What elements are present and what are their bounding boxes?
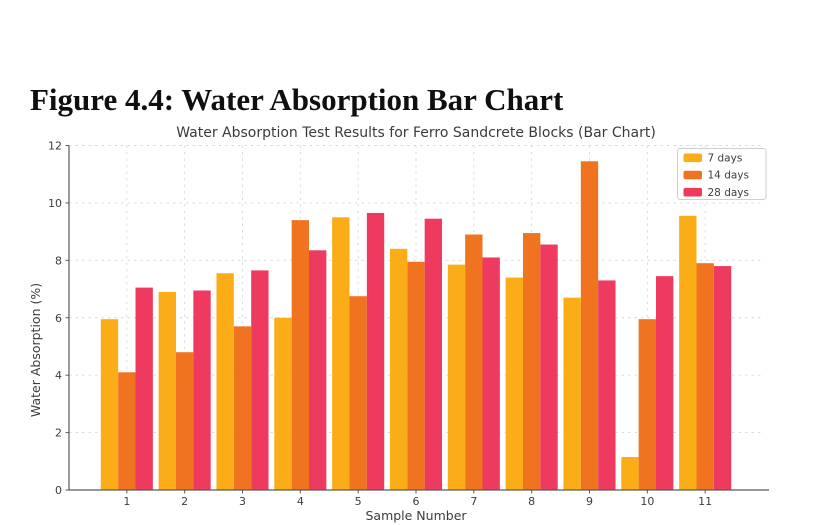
bar-sample-10-7-days: [621, 456, 639, 490]
bar-sample-2-7-days: [158, 291, 176, 490]
bar-sample-11-7-days: [679, 215, 697, 490]
bar-sample-2-28-days: [193, 290, 211, 490]
bar-sample-4-14-days: [291, 220, 310, 490]
legend-label-14-days: 14 days: [708, 170, 749, 182]
bar-sample-4-28-days: [309, 250, 327, 490]
bar-sample-7-28-days: [482, 257, 500, 490]
x-tick-label: 4: [297, 495, 304, 508]
bar-sample-1-28-days: [135, 287, 153, 490]
bar-sample-3-28-days: [251, 270, 269, 490]
legend-swatch-14-days: [683, 170, 702, 180]
bar-sample-2-14-days: [175, 352, 194, 490]
x-axis-label: Sample Number: [365, 508, 467, 523]
y-tick-label: 8: [55, 254, 62, 267]
bar-sample-6-7-days: [389, 248, 408, 490]
chart-title: Water Absorption Test Results for Ferro …: [176, 125, 656, 141]
y-tick-label: 0: [55, 484, 62, 497]
legend-label-7-days: 7 days: [708, 153, 743, 165]
x-tick-label: 6: [413, 495, 420, 508]
bar-sample-10-14-days: [638, 319, 657, 490]
legend-swatch-7-days: [683, 153, 702, 163]
x-tick-label: 2: [181, 495, 188, 508]
figure-caption: Figure 4.4: Water Absorption Bar Chart: [30, 82, 564, 117]
bar-sample-8-7-days: [505, 277, 523, 490]
bar-sample-9-14-days: [580, 161, 599, 490]
bar-sample-11-14-days: [696, 263, 714, 490]
bar-sample-1-14-days: [118, 372, 136, 490]
bar-sample-8-28-days: [540, 244, 558, 490]
bar-sample-9-28-days: [598, 280, 616, 490]
bar-sample-5-14-days: [349, 296, 367, 490]
y-tick-label: 2: [55, 427, 62, 440]
bar-sample-7-14-days: [465, 234, 483, 490]
bar-sample-10-28-days: [656, 276, 674, 490]
x-tick-label: 9: [586, 495, 593, 508]
bar-sample-4-7-days: [274, 317, 292, 490]
x-tick-label: 8: [528, 495, 535, 508]
bar-sample-11-28-days: [713, 266, 732, 490]
bar-sample-7-7-days: [447, 264, 466, 490]
legend: 7 days 14 days 28 days: [677, 148, 767, 200]
x-tick-label: 11: [698, 495, 712, 508]
legend-swatch-28-days: [683, 187, 702, 197]
y-axis-label: Water Absorption (%): [28, 283, 43, 417]
bar-sample-6-14-days: [407, 261, 425, 490]
y-tick-label: 10: [48, 197, 62, 210]
x-tick-label: 10: [640, 495, 654, 508]
bar-sample-1-7-days: [100, 319, 119, 490]
x-tick-label: 3: [239, 495, 246, 508]
y-tick-label: 4: [55, 369, 62, 382]
legend-label-28-days: 28 days: [708, 187, 749, 199]
y-tick-label: 12: [48, 140, 62, 153]
bar-sample-3-14-days: [233, 326, 252, 490]
bar-sample-8-14-days: [522, 233, 541, 490]
bar-sample-3-7-days: [216, 273, 234, 490]
x-tick-label: 5: [355, 495, 362, 508]
bar-sample-5-7-days: [332, 217, 350, 491]
x-tick-label: 7: [470, 495, 477, 508]
y-tick-label: 6: [55, 312, 62, 325]
bar-sample-5-28-days: [366, 212, 385, 490]
bar-sample-9-7-days: [563, 297, 581, 490]
x-tick-label: 1: [123, 495, 130, 508]
bar-sample-6-28-days: [424, 218, 443, 491]
